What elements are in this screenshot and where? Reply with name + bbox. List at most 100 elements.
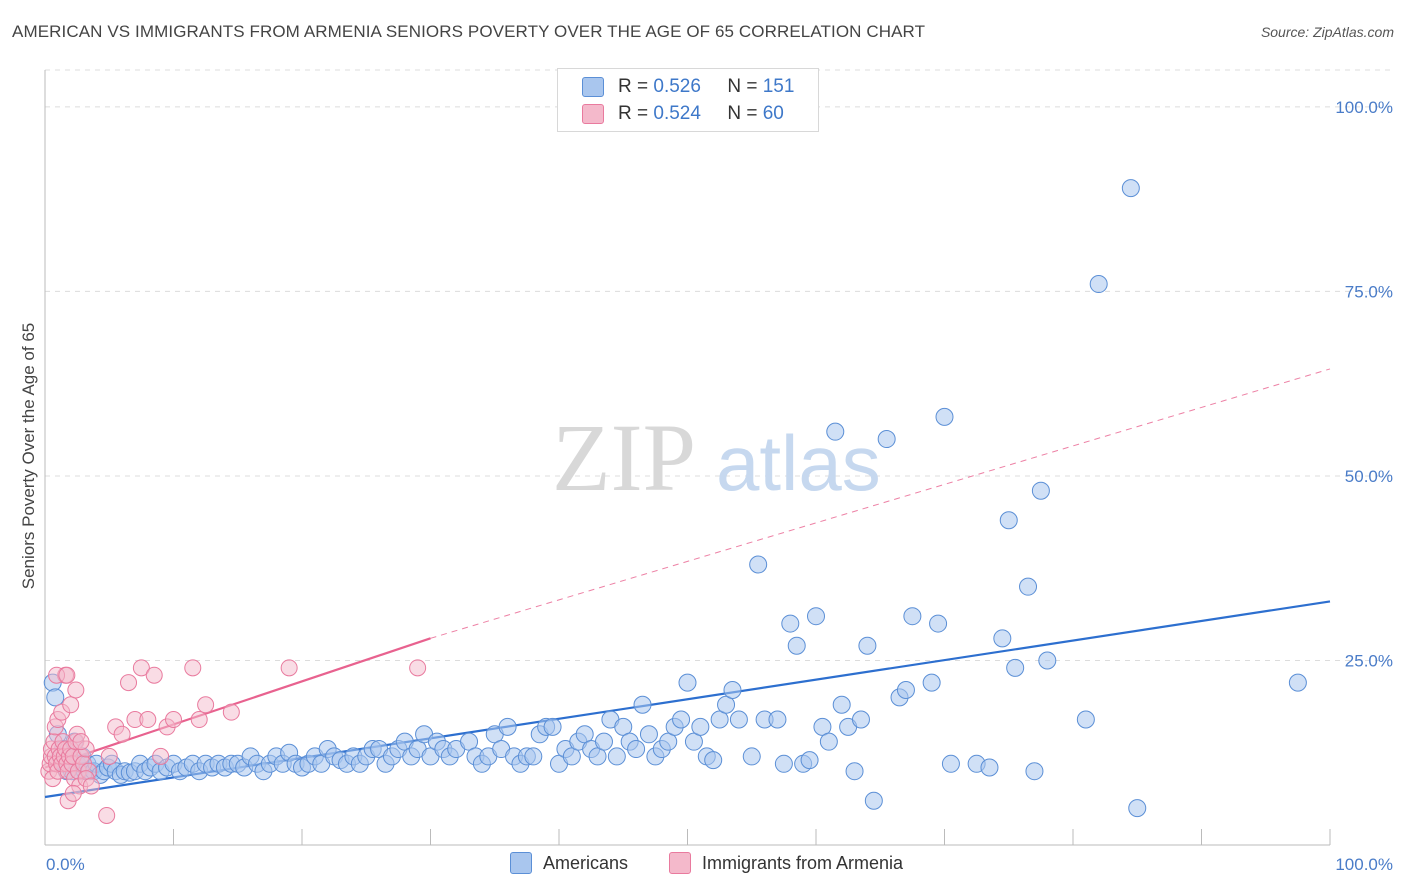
legend-swatch-americans xyxy=(510,852,532,874)
x-axis-labels: 0.0% 100.0% xyxy=(46,855,1393,874)
legend-label-armenia: Immigrants from Armenia xyxy=(702,852,904,873)
americans-point xyxy=(607,747,626,766)
armenia-point xyxy=(62,696,80,714)
y-axis-labels: 25.0% 50.0% 75.0% 100.0% xyxy=(1335,98,1393,671)
armenia-point xyxy=(145,666,163,684)
americans-point xyxy=(543,717,562,736)
americans-point xyxy=(922,673,941,692)
series-legend: Americans Immigrants from Armenia xyxy=(0,852,1406,878)
watermark-atlas: atlas xyxy=(716,419,881,507)
armenia-point xyxy=(67,681,85,699)
y-tick-label: 50.0% xyxy=(1345,467,1393,486)
americans-point xyxy=(980,758,999,777)
americans-point xyxy=(639,725,658,744)
americans-point xyxy=(46,688,65,707)
americans-point xyxy=(845,762,864,781)
americans-point xyxy=(832,695,851,714)
americans-point xyxy=(851,710,870,729)
legend-r-label: R = xyxy=(618,103,649,124)
americans-point xyxy=(941,754,960,773)
legend-label-americans: Americans xyxy=(543,852,629,873)
americans-point xyxy=(819,732,838,751)
legend-item-armenia[interactable]: Immigrants from Armenia xyxy=(669,852,903,874)
americans-point xyxy=(1025,762,1044,781)
americans-point xyxy=(498,717,517,736)
americans-point xyxy=(749,555,768,574)
americans-point xyxy=(877,430,896,449)
americans-point xyxy=(864,791,883,810)
americans-point xyxy=(1076,710,1095,729)
y-tick-label: 100.0% xyxy=(1335,98,1393,117)
americans-point xyxy=(1038,651,1057,670)
source-label: Source: ZipAtlas.com xyxy=(1260,24,1394,40)
americans-point xyxy=(999,511,1018,530)
americans-point xyxy=(1031,481,1050,500)
americans-point xyxy=(807,607,825,626)
americans-point xyxy=(1288,673,1307,692)
armenia-point xyxy=(190,711,208,729)
americans-point xyxy=(594,732,613,751)
legend-n-label: N = xyxy=(727,103,758,124)
y-tick-label: 25.0% xyxy=(1345,651,1393,670)
legend-r-value: 0.524 xyxy=(653,103,701,124)
americans-point xyxy=(929,614,948,633)
armenia-point xyxy=(72,733,90,751)
americans-point xyxy=(781,614,800,633)
x-tick-label: 100.0% xyxy=(1335,855,1393,874)
armenia-point xyxy=(165,711,182,729)
watermark: ZIP atlas xyxy=(552,404,881,511)
americans-point xyxy=(896,681,915,699)
armenia-point xyxy=(152,747,170,765)
legend-n-value: 60 xyxy=(762,103,784,124)
correlation-legend: R = 0.526 N = 151 R = 0.524 N = 60 xyxy=(557,68,819,132)
americans-point xyxy=(993,629,1012,648)
americans-point xyxy=(729,710,748,729)
americans-point xyxy=(742,747,761,766)
armenia-point xyxy=(120,674,138,692)
americans-point xyxy=(787,636,806,655)
legend-r-label: R = xyxy=(618,76,649,97)
americans-point xyxy=(524,747,543,766)
armenia-point xyxy=(100,747,118,765)
legend-item-americans[interactable]: Americans xyxy=(510,852,628,874)
armenia-point xyxy=(82,777,100,795)
gridlines xyxy=(45,69,1392,661)
armenia-point xyxy=(113,725,131,743)
americans-point xyxy=(672,710,691,729)
americans-point xyxy=(858,636,877,655)
armenia-point xyxy=(197,696,215,714)
americans-point xyxy=(1006,658,1025,677)
americans-point xyxy=(826,422,845,441)
americans-point xyxy=(723,681,742,699)
armenia-point xyxy=(222,703,240,721)
armenia-point xyxy=(409,659,427,677)
armenia-points xyxy=(40,659,427,824)
x-ticks xyxy=(44,829,1331,845)
americans-point xyxy=(800,751,819,770)
legend-swatch-armenia xyxy=(669,852,691,874)
legend-swatch-blue xyxy=(582,77,604,97)
watermark-zip: ZIP xyxy=(552,404,696,511)
armenia-point xyxy=(58,666,76,684)
legend-row-americans: R = 0.526 N = 151 xyxy=(582,73,794,101)
legend-r-value: 0.526 xyxy=(653,76,701,97)
americans-point xyxy=(633,695,652,714)
americans-point xyxy=(903,607,922,626)
x-tick-label: 0.0% xyxy=(46,855,85,874)
armenia-point xyxy=(64,784,82,802)
y-axis-title: Seniors Poverty Over the Age of 65 xyxy=(19,323,38,589)
americans-point xyxy=(678,673,697,692)
y-tick-label: 75.0% xyxy=(1345,282,1393,301)
armenia-point xyxy=(184,659,202,677)
americans-point xyxy=(1128,799,1147,818)
americans-point xyxy=(768,710,787,729)
americans-point xyxy=(935,407,954,426)
armenia-point xyxy=(132,659,150,677)
armenia-point xyxy=(280,659,298,677)
legend-swatch-pink xyxy=(582,104,604,124)
americans-point xyxy=(691,717,710,736)
americans-points xyxy=(43,179,1307,818)
armenia-trend-line xyxy=(44,637,431,769)
americans-point xyxy=(627,740,646,759)
